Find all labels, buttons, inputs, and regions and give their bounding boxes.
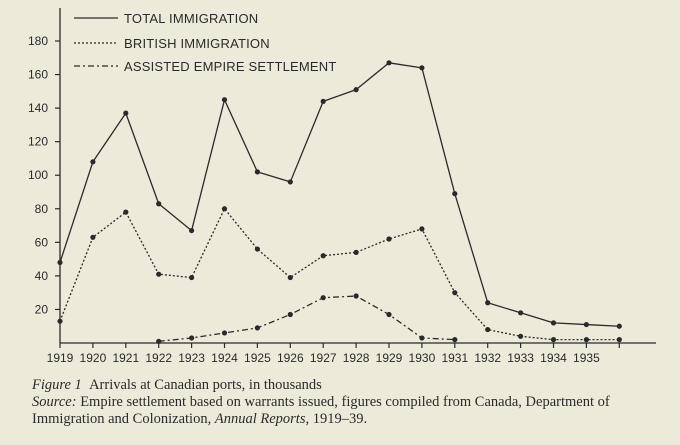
data-point <box>518 333 524 339</box>
data-point <box>616 337 622 343</box>
data-point <box>287 311 293 318</box>
x-tick-label: 1919 <box>47 351 74 365</box>
y-tick-label: 100 <box>28 168 48 182</box>
data-point <box>123 110 129 116</box>
data-point <box>353 249 359 255</box>
series-2 <box>57 206 622 343</box>
data-point <box>123 209 129 215</box>
data-point <box>452 290 458 296</box>
y-tick-label: 20 <box>35 302 49 316</box>
x-tick-label: 1923 <box>178 351 205 365</box>
data-point <box>189 227 195 234</box>
x-tick-label: 1921 <box>112 351 139 365</box>
x-tick-label: 1934 <box>540 351 567 365</box>
x-tick-label: 1931 <box>441 351 468 365</box>
series-layer <box>57 60 622 344</box>
data-point <box>583 321 590 328</box>
x-tick-label: 1928 <box>343 351 370 365</box>
data-point <box>320 98 326 104</box>
x-tick-label: 1920 <box>80 351 107 365</box>
figure-caption: Figure 1 Arrivals at Canadian ports, in … <box>32 377 672 428</box>
data-point <box>616 323 622 329</box>
data-point <box>518 310 524 316</box>
data-point <box>57 318 63 324</box>
data-point <box>254 246 260 252</box>
data-point <box>550 320 557 326</box>
x-tick-label: 1935 <box>573 351 600 365</box>
x-tick-label: 1924 <box>211 351 238 365</box>
legend-label: TOTAL IMMIGRATION <box>124 11 258 26</box>
data-point <box>320 295 326 301</box>
series-3 <box>156 293 458 344</box>
data-point <box>320 253 326 259</box>
y-tick-label: 180 <box>28 34 48 48</box>
data-point <box>485 300 491 306</box>
data-point <box>221 206 228 212</box>
legend: TOTAL IMMIGRATION BRITISH IMMIGRATION ASSI… <box>74 11 337 74</box>
series-line <box>59 62 620 327</box>
y-tick-label: 40 <box>35 269 49 283</box>
data-point <box>156 201 162 207</box>
figure-label: Figure 1 <box>32 377 82 393</box>
y-tick-label: 140 <box>28 101 48 115</box>
caption-title-line: Figure 1 Arrivals at Canadian ports, in … <box>32 377 672 394</box>
x-tick-label: 1925 <box>244 351 271 365</box>
source-label: Source: <box>32 394 77 410</box>
data-point <box>485 326 491 333</box>
x-tick-label: 1932 <box>474 351 501 365</box>
series-line <box>59 208 620 341</box>
y-tick-label: 60 <box>35 235 49 249</box>
legend-label: ASSISTED EMPIRE SETTLEMENT <box>124 59 337 74</box>
x-tick-label: 1933 <box>507 351 534 365</box>
data-point <box>221 97 228 103</box>
legend-label: BRITISH IMMIGRATION <box>124 36 270 51</box>
data-point <box>156 271 162 277</box>
data-point <box>57 259 63 266</box>
axes: 20 40 60 80 100 120 140 160 180 1919 1920 1921 1922 1… <box>28 8 656 365</box>
data-point <box>254 325 260 331</box>
data-point <box>386 60 392 66</box>
data-point <box>452 337 458 343</box>
data-point <box>386 236 392 242</box>
x-tick-label: 1922 <box>145 351 172 365</box>
data-point <box>90 234 96 240</box>
y-tick-label: 80 <box>35 202 49 216</box>
x-tick-label: 1926 <box>277 351 304 365</box>
data-point <box>419 226 425 232</box>
series-line <box>158 295 455 342</box>
data-point <box>156 338 162 344</box>
series-1 <box>57 60 622 329</box>
data-point <box>550 337 557 343</box>
data-point <box>189 274 195 281</box>
data-point <box>386 311 392 318</box>
data-point <box>254 169 260 175</box>
data-point <box>583 337 590 343</box>
data-point <box>189 335 195 341</box>
x-tick-label: 1930 <box>409 351 436 365</box>
x-tick-label: 1929 <box>376 351 403 365</box>
figure-title: Arrivals at Canadian ports, in thousands <box>89 377 322 393</box>
source-years: , 1919–39. <box>305 411 368 427</box>
caption-source: Source: Empire settlement based on warra… <box>32 394 672 428</box>
line-chart: 20 40 60 80 100 120 140 160 180 1919 1920 1921 1922 1… <box>28 8 656 365</box>
data-point <box>353 293 359 299</box>
y-tick-label: 120 <box>28 135 48 149</box>
data-point <box>90 159 96 165</box>
data-point <box>353 87 359 93</box>
y-tick-label: 160 <box>28 68 48 82</box>
source-report-title: Annual Reports <box>214 411 306 427</box>
data-point <box>419 65 425 71</box>
source-text: Empire settlement based on warrants issu… <box>32 394 610 427</box>
data-point <box>287 179 293 185</box>
data-point <box>221 330 228 336</box>
data-point <box>452 191 458 197</box>
data-point <box>287 274 293 281</box>
x-tick-label: 1927 <box>310 351 337 365</box>
data-point <box>419 335 425 341</box>
